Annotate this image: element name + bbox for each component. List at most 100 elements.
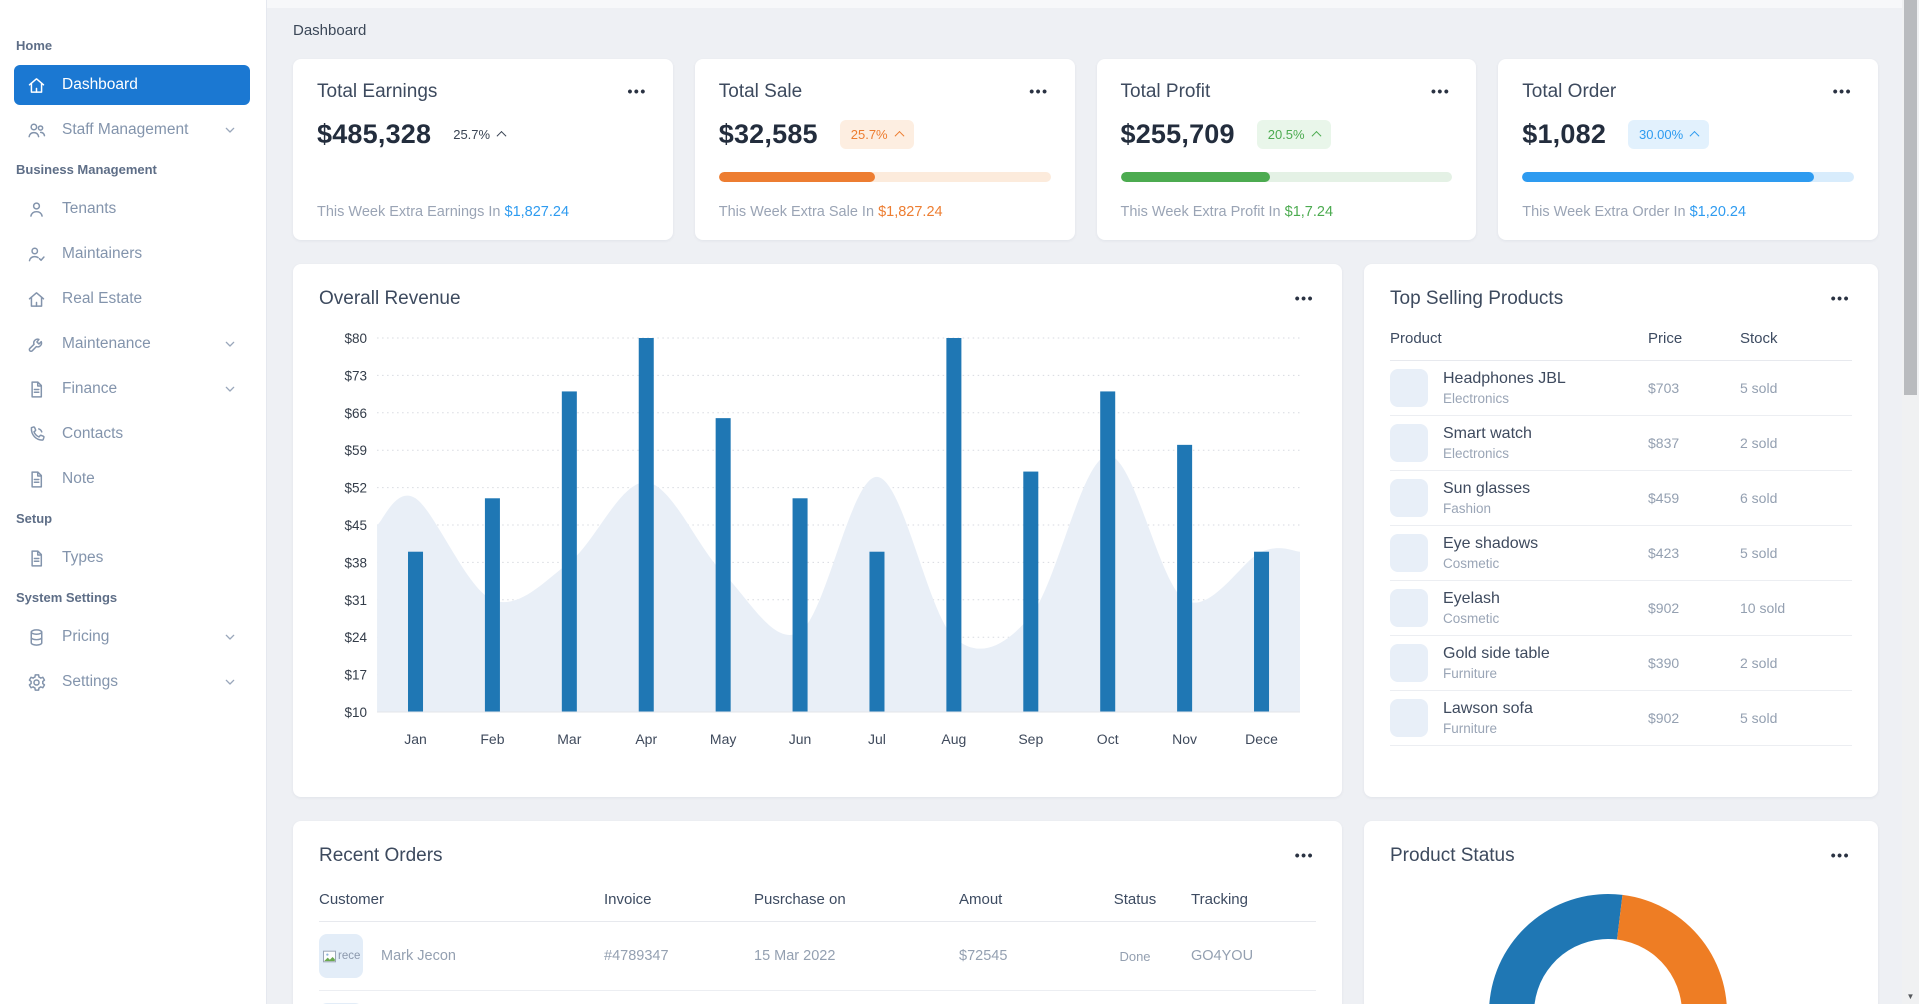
col-status: Status [1113,891,1157,908]
revenue-bar-may [715,418,731,712]
sidebar-section-label: Home [16,38,53,53]
order-invoice: #4789347 [604,948,669,964]
chevron-down-icon [222,336,238,352]
svg-text:Jan: Jan [404,731,427,747]
product-status-panel: Product Status [1364,821,1878,1004]
percent-badge: 20.5% [1256,120,1331,149]
stat-value: $1,082 [1522,119,1607,149]
svg-text:Nov: Nov [1172,731,1197,747]
page-scrollbar[interactable]: ▼ [1902,0,1919,1004]
revenue-bar-oct [1100,391,1116,712]
percent-text: 20.5% [1267,127,1305,142]
sidebar-item-pricing[interactable]: Pricing [14,617,250,657]
stat-value: $255,709 [1120,119,1235,149]
stat-footer-text: This Week Extra Order In [1522,204,1686,220]
more-menu-button[interactable] [1829,289,1852,309]
col-customer: Customer [319,891,385,908]
main-content: Dashboard Total Earnings $485,328 25.7% … [267,0,1902,1004]
stat-footer-amount: $1,827.24 [878,204,943,220]
more-menu-button[interactable] [1831,82,1854,102]
broken-image-icon [322,950,337,962]
sidebar-item-types[interactable]: Types [14,538,250,578]
overall-revenue-panel: Overall Revenue $10 $17 $24 $31 $38 $45 $52 $59… [293,264,1342,797]
stat-footer-amount: $1,20.24 [1689,204,1747,220]
sidebar-item-contacts[interactable]: Contacts [14,414,250,454]
sidebar-item-finance[interactable]: Finance [14,369,250,409]
more-menu-button[interactable] [1293,289,1316,309]
svg-text:Sep: Sep [1018,731,1043,747]
sidebar-section-label: Setup [16,511,53,526]
svg-text:$80: $80 [345,331,368,346]
more-menu-button[interactable] [626,82,649,102]
stat-footer-text: This Week Extra Sale In [718,204,875,220]
product-category: Cosmetic [1443,611,1500,626]
svg-text:$17: $17 [345,668,368,683]
total-earnings-card: Total Earnings $485,328 25.7% This Week … [293,59,673,240]
percent-text: 25.7% [453,127,491,142]
sidebar-section-label: Business Management [16,162,157,177]
stat-footer: This Week Extra Profit In $1,7.24 [1121,204,1453,220]
broken-image-avatar: rece [319,934,363,978]
revenue-bar-feb [484,498,500,712]
sidebar-item-maintenance[interactable]: Maintenance [14,324,250,364]
svg-text:May: May [710,731,736,747]
product-status-donut-chart [1489,894,1727,1004]
more-menu-button[interactable] [1829,846,1852,866]
svg-text:$73: $73 [345,368,368,383]
product-row: Smart watch Electronics $837 2 sold [1390,416,1852,471]
product-price: $423 [1648,545,1680,561]
sidebar-item-tenants[interactable]: Tenants [14,189,250,229]
progress-bar [718,172,1051,182]
percent-badge: 25.7% [453,127,507,142]
sidebar-item-real-estate[interactable]: Real Estate [14,279,250,319]
svg-text:Oct: Oct [1097,731,1119,747]
revenue-bar-jan [408,551,424,712]
top-strip [267,0,1902,8]
sidebar-item-settings[interactable]: Settings [14,662,250,702]
sidebar-item-label: Pricing [62,628,110,645]
col-price: Price [1648,330,1683,347]
product-image-placeholder [1390,479,1428,517]
scrollbar-down-arrow[interactable]: ▼ [1906,992,1915,1001]
gear-icon [26,672,47,693]
sidebar-item-label: Note [62,470,95,487]
product-image-placeholder [1390,699,1428,737]
file-icon [26,469,47,490]
more-menu-button[interactable] [1429,82,1452,102]
product-row: Lawson sofa Furniture $902 5 sold [1390,691,1852,746]
product-category: Electronics [1443,391,1510,406]
stat-footer: This Week Extra Order In $1,20.24 [1522,204,1854,220]
revenue-bar-sep [1023,471,1039,712]
sidebar-item-note[interactable]: Note [14,459,250,499]
sidebar-item-maintainers[interactable]: Maintainers [14,234,250,274]
user-icon [26,199,47,220]
panel-title: Top Selling Products [1390,288,1564,309]
revenue-area-series [377,455,1300,712]
order-amount: $72545 [959,948,1008,964]
chevron-up-icon [1311,130,1322,141]
avatar-alt-text: rece [338,950,361,962]
products-table-header: Product Price Stock [1390,330,1852,361]
product-stock: 6 sold [1740,490,1778,506]
product-name: Eye shadows [1443,535,1539,552]
chevron-down-icon [222,629,238,645]
sidebar-item-staff-management[interactable]: Staff Management [14,110,250,150]
breadcrumb: Dashboard [293,22,367,39]
chevron-up-icon [496,130,507,141]
sidebar-item-label: Tenants [62,200,117,217]
phone-icon [26,424,47,445]
revenue-bar-jul [869,551,885,712]
total-order-card: Total Order $1,082 30.00% This Week Extr… [1498,59,1878,240]
more-menu-button[interactable] [1027,82,1050,102]
sidebar-section-label: System Settings [16,590,118,605]
recent-orders-panel: Recent Orders Customer Invoice Pusrchase o… [293,821,1342,1004]
scrollbar-thumb[interactable] [1904,0,1917,395]
col-tracking: Tracking [1191,891,1248,908]
more-menu-button[interactable] [1293,846,1316,866]
product-image-placeholder [1390,534,1428,572]
svg-text:Aug: Aug [941,731,966,747]
sidebar-item-dashboard[interactable]: Dashboard [14,65,250,105]
svg-text:$66: $66 [345,406,368,421]
file-icon [26,548,47,569]
product-stock: 5 sold [1740,380,1778,396]
